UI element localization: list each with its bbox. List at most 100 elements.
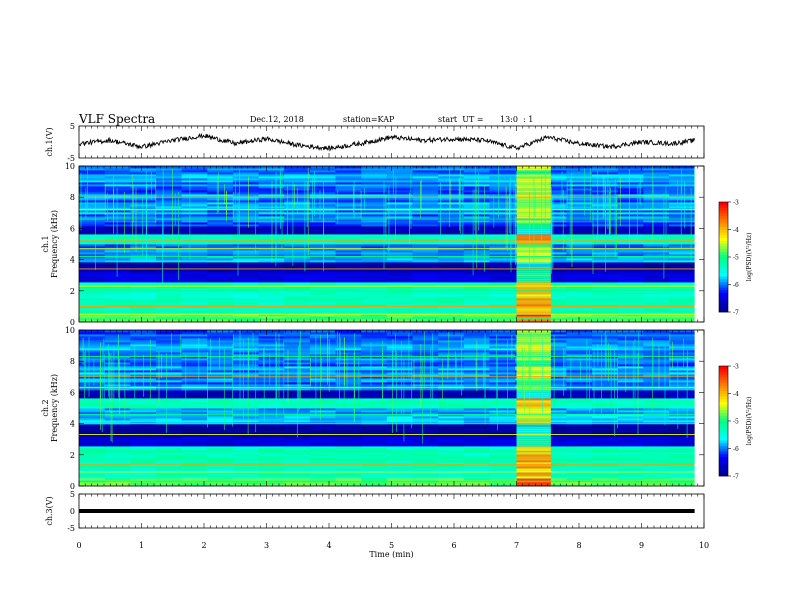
spectrogram-cell: [643, 236, 670, 239]
spectrogram-cell: [540, 304, 567, 307]
spectrogram-cell: [232, 178, 260, 181]
spectrogram-cell: [386, 300, 413, 303]
spectrogram-cell: [361, 352, 388, 355]
spectrogram-bright-cell: [516, 310, 551, 313]
spectrogram-cell: [617, 454, 644, 457]
spectrogram-cell: [669, 274, 696, 277]
spectrogram-cell: [181, 416, 208, 419]
spectrogram-cell: [669, 174, 696, 177]
spectrogram-cell: [386, 468, 413, 471]
spectrogram-cell: [232, 414, 260, 417]
spectrogram-cell: [130, 266, 157, 269]
spectrogram-cell: [207, 226, 234, 229]
spectrogram-cell: [130, 190, 157, 193]
spectrogram-cell: [284, 176, 311, 179]
spectrogram-cell: [361, 448, 388, 451]
spectrogram-cell: [156, 190, 183, 193]
spectrogram-cell: [669, 224, 696, 227]
spectrogram-cell: [566, 170, 593, 173]
spectrogram-cell: [463, 168, 490, 171]
spectrogram-cell: [386, 238, 413, 241]
spectrogram-cell: [207, 320, 234, 323]
spectrogram-cell: [181, 274, 208, 277]
colorbar-step: [719, 432, 728, 436]
spectrogram-cell: [232, 330, 260, 333]
spectrogram-cell: [232, 336, 260, 339]
spectrogram-cell: [412, 374, 439, 377]
spectrogram-cell: [361, 418, 388, 421]
spectrogram-cell: [284, 350, 311, 353]
spectrogram-cell: [540, 278, 567, 281]
spectrogram-cell: [463, 398, 490, 401]
colorbar-step: [719, 262, 728, 266]
spectrogram-cell: [79, 368, 106, 371]
spectrogram-cell: [617, 460, 644, 463]
spectrogram-cell: [156, 308, 183, 311]
spectrogram-cell: [669, 198, 696, 201]
spectrogram-cell: [669, 354, 696, 357]
spectrogram-bright-cell: [516, 456, 551, 459]
spectrogram-cell: [207, 166, 234, 169]
spectrogram-cell: [156, 410, 183, 413]
spectrogram-cell: [386, 438, 413, 441]
spectrogram-cell: [566, 186, 593, 189]
spectrogram-cell: [284, 440, 311, 443]
spectrogram-cell: [617, 346, 644, 349]
spectrogram-cell: [592, 432, 619, 435]
spectrogram-cell: [438, 314, 465, 317]
spectrogram-cell: [284, 168, 311, 171]
spectrogram-cell: [669, 442, 696, 445]
spectrogram-cell: [207, 468, 234, 471]
spectrogram-cell: [489, 230, 516, 233]
spectrogram-cell: [361, 304, 388, 307]
spectrogram-cell: [156, 332, 183, 335]
spectrogram-cell: [438, 334, 465, 337]
spectrogram-cell: [463, 406, 490, 409]
spectrogram-cell: [643, 170, 670, 173]
spectrogram-cell: [181, 332, 208, 335]
spectrogram-cell: [181, 188, 208, 191]
spectrogram-bright-cell: [516, 440, 551, 443]
spectrogram-cell: [79, 258, 106, 261]
spectrogram-cell: [617, 296, 644, 299]
spectrogram-cell: [361, 270, 388, 273]
spectrogram-cell: [335, 282, 362, 285]
spectrogram-cell: [335, 288, 362, 291]
spectrogram-cell: [232, 470, 260, 473]
spectrogram-cell: [335, 484, 362, 487]
spectrogram-cell: [438, 302, 465, 305]
spectrogram-cell: [566, 410, 593, 413]
colorbar-step: [719, 259, 728, 263]
spectrogram-cell: [361, 386, 388, 389]
spectrogram-cell: [669, 386, 696, 389]
spectrogram-cell: [386, 176, 413, 179]
spectrogram-cell: [181, 350, 208, 353]
colorbar-step: [719, 467, 728, 471]
spectrogram-cell: [156, 228, 183, 231]
spectrogram-cell: [566, 282, 593, 285]
spectrogram-cell: [79, 308, 106, 311]
spectrogram-cell: [284, 238, 311, 241]
spectrogram-cell: [386, 314, 413, 317]
spectrogram-cell: [438, 312, 465, 315]
spectrogram-cell: [643, 166, 670, 169]
spectrogram-cell: [438, 484, 465, 487]
spectrogram-cell: [489, 270, 516, 273]
spectrogram-cell: [207, 358, 234, 361]
spectrogram-cell: [669, 454, 696, 457]
spectrogram-cell: [335, 482, 362, 485]
spectrogram-cell: [617, 338, 644, 341]
spectrogram-bright-cell: [516, 170, 551, 173]
spectrogram-cell: [438, 298, 465, 301]
spectrogram-cell: [386, 458, 413, 461]
colorbar-step: [719, 465, 728, 469]
spectrogram-cell: [386, 226, 413, 229]
spectrogram-cell: [540, 250, 567, 253]
spectrogram-cell: [412, 410, 439, 413]
spectrogram-cell: [566, 304, 593, 307]
spectrogram-cell: [463, 454, 490, 457]
spectrogram-cell: [489, 308, 516, 311]
spectrogram-cell: [566, 458, 593, 461]
spectrogram-cell: [309, 298, 337, 301]
spectrogram-cell: [130, 344, 157, 347]
